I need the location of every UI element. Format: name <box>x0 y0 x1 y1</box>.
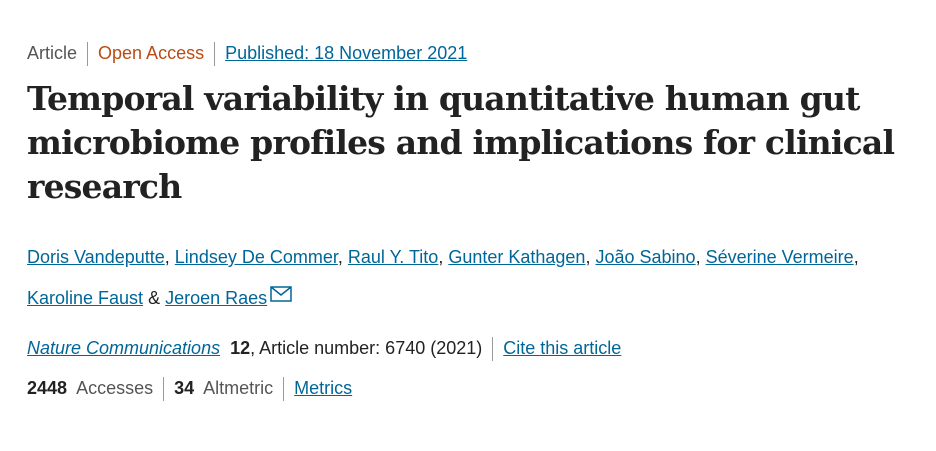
author[interactable]: João Sabino <box>595 247 696 267</box>
article-type: Article <box>27 42 78 63</box>
email-icon[interactable] <box>270 286 292 302</box>
citation-row: Nature Communications 12, Article number… <box>27 337 621 361</box>
meta-row: Article Open Access Published: 18 November… <box>27 42 467 66</box>
envelope-flap <box>270 286 292 296</box>
altmetric-label: Altmetric <box>203 377 274 398</box>
metrics-link[interactable]: Metrics <box>294 377 353 398</box>
author-list: Doris Vandeputte, Lindsey De Commer, Rau… <box>27 237 927 319</box>
separator: , <box>695 247 701 267</box>
published-date[interactable]: Published: 18 November 2021 <box>225 42 468 63</box>
author[interactable]: Lindsey De Commer <box>174 247 338 267</box>
separator: , <box>164 247 170 267</box>
journal[interactable]: Nature Communications <box>27 337 221 358</box>
separator: , <box>585 247 591 267</box>
altmetric-count: 34 <box>174 377 195 398</box>
accesses-count: 2448 <box>27 377 68 398</box>
author[interactable]: Karoline Faust <box>27 288 144 308</box>
divider <box>214 42 216 66</box>
divider <box>87 42 89 66</box>
accesses-label: Accesses <box>76 377 154 398</box>
access: Open Access <box>98 42 205 63</box>
metrics-row: 2448 Accesses 34 Altmetric Metrics <box>27 377 352 401</box>
author[interactable]: Raul Y. Tito <box>347 247 439 267</box>
conjunction: & <box>148 288 161 308</box>
author[interactable]: Doris Vandeputte <box>27 247 165 267</box>
cite-link[interactable]: Cite this article <box>503 337 622 358</box>
divider <box>492 337 494 361</box>
separator: , <box>337 247 343 267</box>
article-number: , Article number: 6740 (2021) <box>250 337 483 358</box>
divider <box>283 377 285 401</box>
separator: , <box>438 247 444 267</box>
divider <box>163 377 165 401</box>
author[interactable]: Jeroen Raes <box>165 288 268 308</box>
author[interactable]: Séverine Vermeire <box>705 247 854 267</box>
article-title: Temporal variability in quantitative hum… <box>27 79 895 206</box>
volume: 12 <box>230 337 251 358</box>
separator: , <box>853 247 859 267</box>
author[interactable]: Gunter Kathagen <box>448 247 586 267</box>
envelope <box>270 286 292 302</box>
